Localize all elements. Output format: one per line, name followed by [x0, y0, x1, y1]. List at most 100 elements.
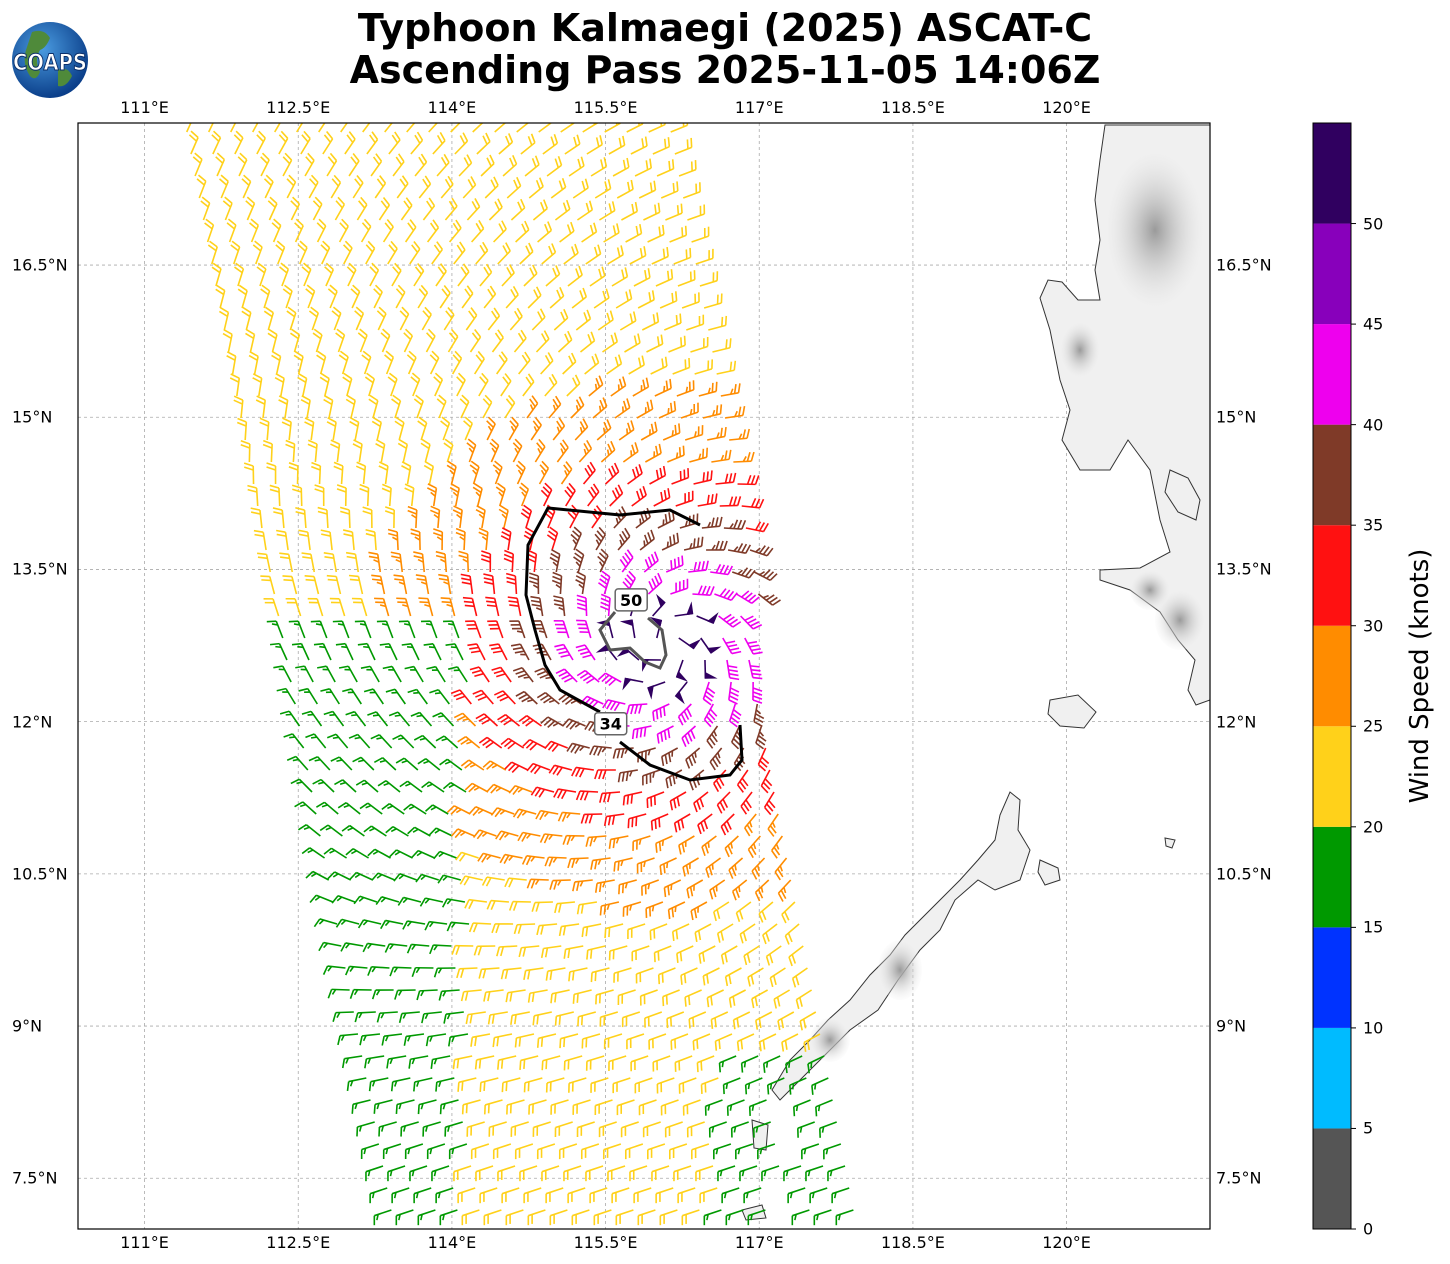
wind-barb — [375, 439, 386, 463]
wind-barb — [585, 835, 607, 847]
wind-barb — [715, 472, 737, 485]
wind-barb — [736, 1033, 755, 1052]
wind-barb — [435, 263, 447, 287]
wind-barb — [399, 306, 410, 331]
wind-barb — [633, 1187, 652, 1204]
wind-barb — [728, 989, 746, 1008]
wind-barb — [553, 788, 577, 800]
wind-barb — [677, 270, 696, 287]
wind-barb — [554, 199, 571, 221]
wind-barb — [507, 596, 522, 617]
wind-barb — [319, 824, 343, 837]
wind-barb — [710, 563, 734, 576]
wind-barb — [519, 242, 534, 265]
wind-barb — [357, 328, 368, 353]
wind-barb — [481, 876, 505, 887]
wind-barb — [504, 761, 529, 773]
wind-barb — [421, 306, 432, 331]
wind-barb — [670, 1033, 689, 1050]
wind-barb — [652, 593, 666, 617]
wind-barb — [394, 416, 405, 441]
wind-barb — [443, 1011, 464, 1024]
globe-icon: COAPS — [12, 22, 88, 98]
wind-barb — [542, 134, 559, 155]
wind-barb — [501, 264, 515, 287]
lat-label-left: 10.5°N — [12, 864, 68, 884]
wind-barb — [557, 330, 573, 353]
svg-text:34: 34 — [600, 715, 622, 734]
wind-barb — [572, 879, 593, 892]
wind-barb — [636, 857, 655, 874]
wind-barb — [457, 736, 481, 749]
wind-barb — [410, 528, 421, 551]
wind-barb — [439, 1099, 459, 1115]
wind-barb — [629, 246, 647, 265]
wind-barb — [465, 1011, 486, 1025]
wind-barb — [185, 123, 192, 133]
wind-barb — [466, 438, 477, 463]
wind-barb — [286, 755, 309, 771]
wind-barb — [490, 807, 515, 818]
wind-barb — [609, 484, 624, 507]
wind-barb — [760, 769, 773, 794]
wind-barb — [370, 734, 393, 749]
wind-barb — [645, 901, 664, 918]
colorbar-tick-label: 40 — [1363, 415, 1384, 435]
wind-barb — [379, 642, 398, 661]
wind-barb — [616, 179, 634, 199]
wind-barb — [632, 377, 650, 397]
wind-barb — [646, 1143, 666, 1160]
wind-barb — [523, 967, 544, 981]
wind-barb — [532, 1121, 551, 1137]
wind-barb — [441, 898, 466, 908]
wind-barb — [362, 123, 371, 133]
wind-barb — [365, 1165, 384, 1182]
wind-barb — [518, 715, 542, 727]
wind-barb — [649, 465, 667, 485]
wind-barb — [351, 597, 368, 617]
wind-barb — [337, 1033, 359, 1046]
wind-barb — [478, 736, 503, 749]
wind-barb — [381, 803, 405, 815]
wind-barb — [619, 619, 636, 639]
wind-barb — [655, 835, 673, 853]
wind-barb — [430, 1055, 451, 1069]
map-frame — [77, 122, 1211, 1230]
wind-barb — [301, 552, 316, 573]
wind-barb — [747, 835, 761, 859]
wind-barb — [423, 460, 435, 485]
wind-barb — [305, 733, 327, 749]
wind-barb — [721, 1187, 740, 1204]
wind-barb — [307, 597, 324, 617]
wind-barb — [356, 1121, 375, 1137]
wind-barb — [274, 123, 281, 133]
wind-barb — [484, 176, 499, 199]
wind-barb — [314, 484, 325, 507]
wind-barb — [615, 1209, 634, 1226]
wind-barb — [352, 174, 364, 199]
wind-barb — [435, 735, 459, 749]
wind-barb — [404, 1143, 424, 1160]
wind-barb — [686, 1121, 705, 1138]
wind-barb — [411, 966, 434, 977]
wind-barb — [751, 989, 769, 1009]
wind-barb — [575, 309, 592, 331]
wind-barb — [429, 350, 440, 375]
wind-barb — [622, 442, 639, 463]
colorbar-tick-label: 25 — [1363, 716, 1384, 736]
wind-barb — [589, 745, 612, 756]
wind-barb — [625, 223, 643, 243]
wind-barb — [576, 619, 592, 639]
wind-barb — [408, 1055, 429, 1069]
wind-barb — [612, 157, 630, 177]
wind-barb — [522, 373, 535, 397]
wind-barb — [698, 381, 718, 397]
wind-barb — [694, 923, 712, 942]
wind-barb — [584, 353, 600, 375]
wind-barb — [517, 831, 541, 842]
wind-barb — [624, 1143, 644, 1160]
wind-barb — [545, 1187, 564, 1204]
wind-barb — [594, 769, 616, 780]
wind-barb — [536, 923, 558, 936]
colorbar-bin — [1313, 1027, 1351, 1129]
